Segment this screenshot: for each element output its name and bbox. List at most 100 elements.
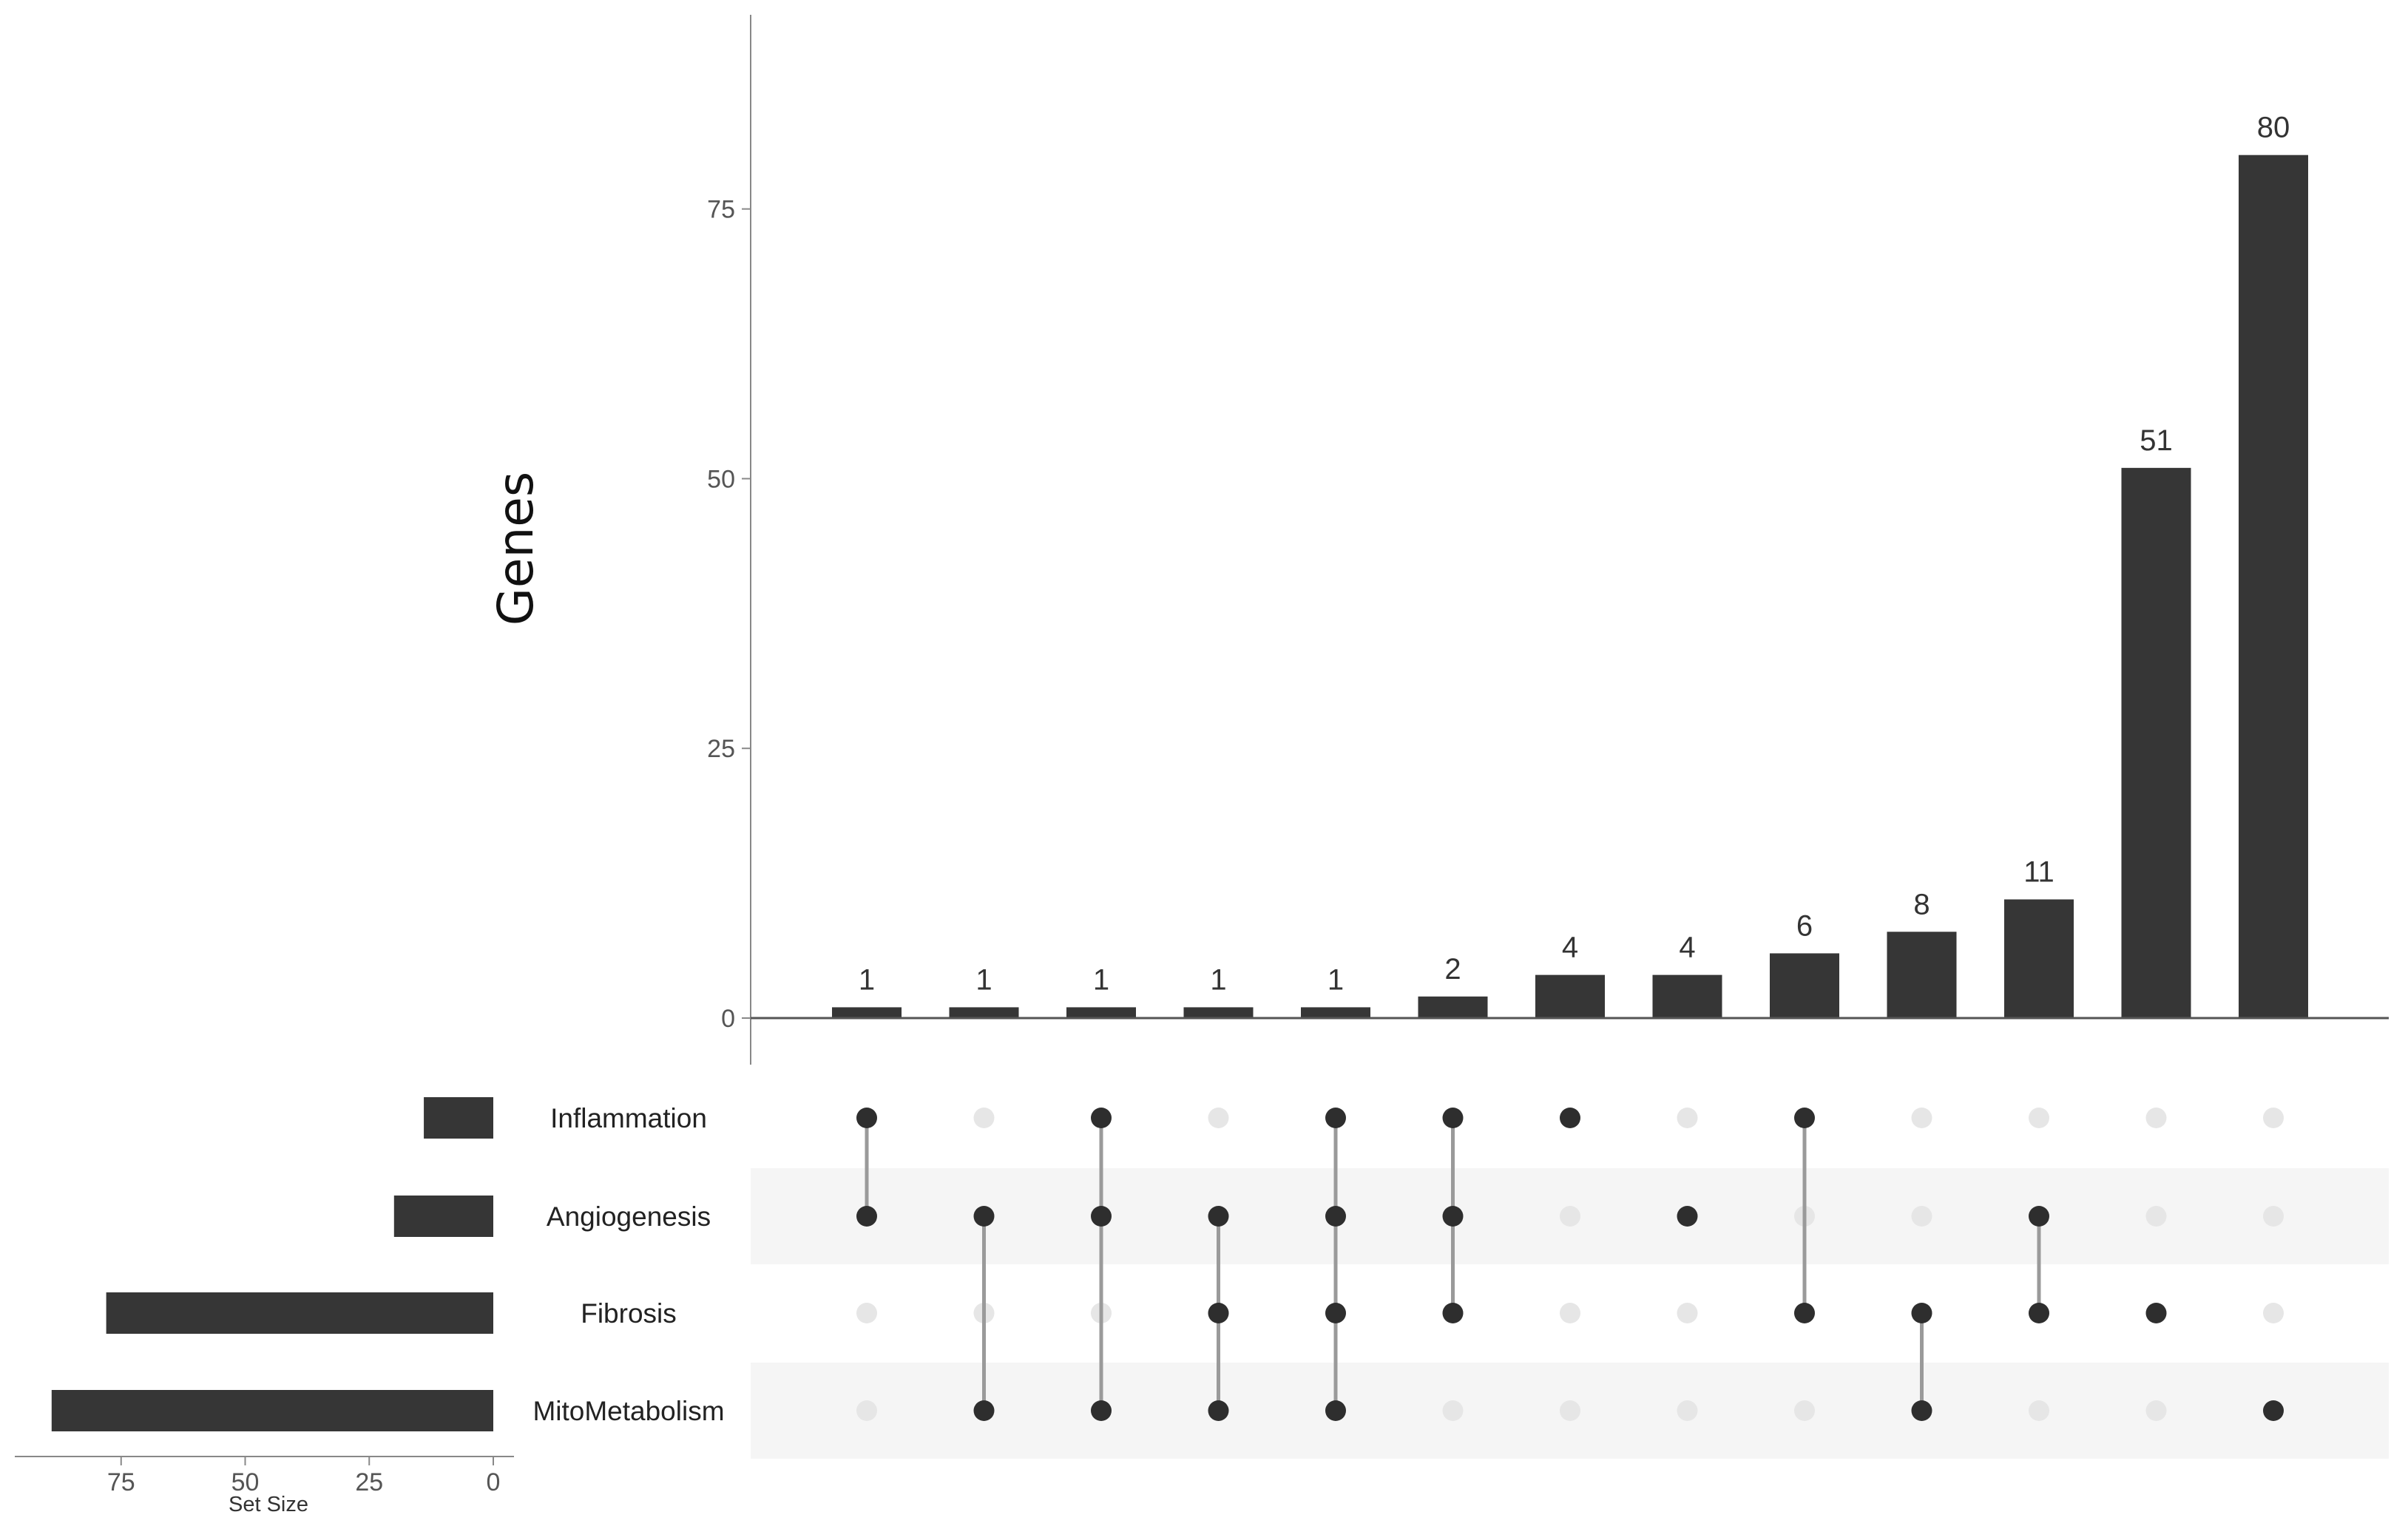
matrix-dot-active bbox=[1442, 1303, 1464, 1323]
matrix-dot-active bbox=[1325, 1400, 1346, 1421]
set-size-bar bbox=[424, 1097, 493, 1139]
matrix-dot-active bbox=[1208, 1400, 1229, 1421]
matrix-dot-inactive bbox=[2029, 1108, 2049, 1128]
matrix-dot-inactive bbox=[2145, 1108, 2167, 1128]
matrix-dot-inactive bbox=[856, 1400, 877, 1421]
matrix-dot-active bbox=[1560, 1108, 1580, 1128]
set-size-bar bbox=[51, 1390, 493, 1431]
intersection-bar bbox=[2239, 155, 2308, 1018]
set-size-axis-title: Set Size bbox=[229, 1493, 308, 1516]
matrix-dot-active bbox=[2145, 1303, 2167, 1323]
intersection-bar-label: 2 bbox=[1444, 953, 1461, 986]
matrix-dot-active bbox=[1677, 1206, 1698, 1227]
intersection-matrix bbox=[856, 1108, 2284, 1421]
y-tick-label: 75 bbox=[707, 196, 735, 224]
set-size-tick-label: 50 bbox=[231, 1468, 260, 1496]
intersection-bar bbox=[1652, 974, 1722, 1018]
matrix-dot-inactive bbox=[1442, 1400, 1464, 1421]
set-label: MitoMetabolism bbox=[532, 1396, 724, 1426]
set-size-bar bbox=[393, 1196, 493, 1237]
matrix-dot-inactive bbox=[2145, 1400, 2167, 1421]
matrix-dot-inactive bbox=[973, 1108, 995, 1128]
intersection-bar bbox=[832, 1007, 902, 1018]
intersection-bar-label: 51 bbox=[2140, 424, 2173, 457]
intersection-bar bbox=[1183, 1007, 1254, 1018]
matrix-dot-active bbox=[1442, 1206, 1464, 1227]
matrix-dot-active bbox=[2263, 1400, 2284, 1421]
matrix-dot-inactive bbox=[1911, 1108, 1932, 1128]
intersection-bar-label: 6 bbox=[1796, 909, 1813, 942]
intersection-bar bbox=[1418, 996, 1488, 1018]
intersection-bar-label: 1 bbox=[975, 963, 992, 996]
set-label: Fibrosis bbox=[581, 1298, 677, 1329]
matrix-dot-active bbox=[1911, 1400, 1932, 1421]
matrix-dot-active bbox=[856, 1206, 877, 1227]
matrix-dot-active bbox=[1794, 1108, 1815, 1128]
matrix-dot-inactive bbox=[2263, 1206, 2284, 1227]
set-size-bar bbox=[106, 1292, 493, 1334]
matrix-dot-inactive bbox=[2145, 1206, 2167, 1227]
intersection-bar-label: 80 bbox=[2257, 112, 2290, 144]
set-size-tick-label: 25 bbox=[355, 1468, 383, 1496]
intersection-bar bbox=[949, 1007, 1019, 1018]
intersection-bar bbox=[2121, 467, 2191, 1018]
intersection-bars bbox=[832, 155, 2308, 1018]
matrix-dot-active bbox=[856, 1108, 877, 1128]
matrix-dot-active bbox=[973, 1206, 995, 1227]
intersection-bar-label: 4 bbox=[1679, 932, 1695, 964]
intersection-bar-label: 4 bbox=[1562, 932, 1578, 964]
matrix-dot-inactive bbox=[1208, 1108, 1229, 1128]
intersection-bar-label: 1 bbox=[1093, 963, 1109, 996]
matrix-dot-inactive bbox=[1677, 1108, 1698, 1128]
matrix-dot-active bbox=[1325, 1206, 1346, 1227]
y-axis-title: Genes bbox=[487, 472, 544, 626]
matrix-dot-active bbox=[1325, 1303, 1346, 1323]
matrix-dot-active bbox=[1794, 1303, 1815, 1323]
matrix-dot-active bbox=[1091, 1206, 1112, 1227]
y-tick-label: 50 bbox=[707, 465, 735, 493]
matrix-dot-active bbox=[1091, 1400, 1112, 1421]
matrix-dot-active bbox=[1208, 1303, 1229, 1323]
matrix-dot-active bbox=[1208, 1206, 1229, 1227]
matrix-dot-inactive bbox=[856, 1303, 877, 1323]
matrix-dot-active bbox=[2029, 1206, 2049, 1227]
intersection-bar-label: 1 bbox=[1328, 963, 1344, 996]
set-labels: Inflammation Angiogenesis Fibrosis MitoMeta… bbox=[532, 1103, 724, 1426]
intersection-bar bbox=[2004, 899, 2074, 1018]
set-size-tick-label: 0 bbox=[487, 1468, 501, 1496]
matrix-dot-active bbox=[2029, 1303, 2049, 1323]
intersection-bar bbox=[1301, 1007, 1370, 1018]
intersection-bar bbox=[1770, 953, 1839, 1018]
matrix-dot-active bbox=[1911, 1303, 1932, 1323]
matrix-dot-inactive bbox=[1794, 1400, 1815, 1421]
matrix-dot-inactive bbox=[1560, 1400, 1580, 1421]
matrix-dot-inactive bbox=[1911, 1206, 1932, 1227]
matrix-dot-inactive bbox=[1560, 1303, 1580, 1323]
matrix-dot-active bbox=[1091, 1108, 1112, 1128]
y-axis: 0 25 50 75 bbox=[707, 15, 751, 1065]
intersection-bar bbox=[1535, 974, 1605, 1018]
intersection-bar-label: 8 bbox=[1913, 888, 1930, 920]
matrix-dot-inactive bbox=[2263, 1108, 2284, 1128]
y-tick-label: 0 bbox=[721, 1005, 735, 1033]
matrix-dot-inactive bbox=[1677, 1303, 1698, 1323]
intersection-bar-label: 1 bbox=[1210, 963, 1226, 996]
y-tick-label: 25 bbox=[707, 735, 735, 763]
set-size-axis: 0 25 50 75 bbox=[15, 1456, 514, 1496]
matrix-dot-inactive bbox=[1677, 1400, 1698, 1421]
set-label: Angiogenesis bbox=[547, 1201, 711, 1232]
intersection-bar-label: 1 bbox=[859, 963, 875, 996]
matrix-dot-active bbox=[1325, 1108, 1346, 1128]
matrix-dot-active bbox=[973, 1400, 995, 1421]
set-label: Inflammation bbox=[550, 1103, 707, 1133]
matrix-dot-inactive bbox=[2029, 1400, 2049, 1421]
matrix-dot-inactive bbox=[1560, 1206, 1580, 1227]
intersection-bar bbox=[1066, 1007, 1136, 1018]
intersection-bar-label: 11 bbox=[2023, 855, 2054, 888]
matrix-dot-inactive bbox=[2263, 1303, 2284, 1323]
matrix-dot-active bbox=[1442, 1108, 1464, 1128]
set-size-tick-label: 75 bbox=[107, 1468, 135, 1496]
intersection-bar bbox=[1887, 932, 1957, 1018]
